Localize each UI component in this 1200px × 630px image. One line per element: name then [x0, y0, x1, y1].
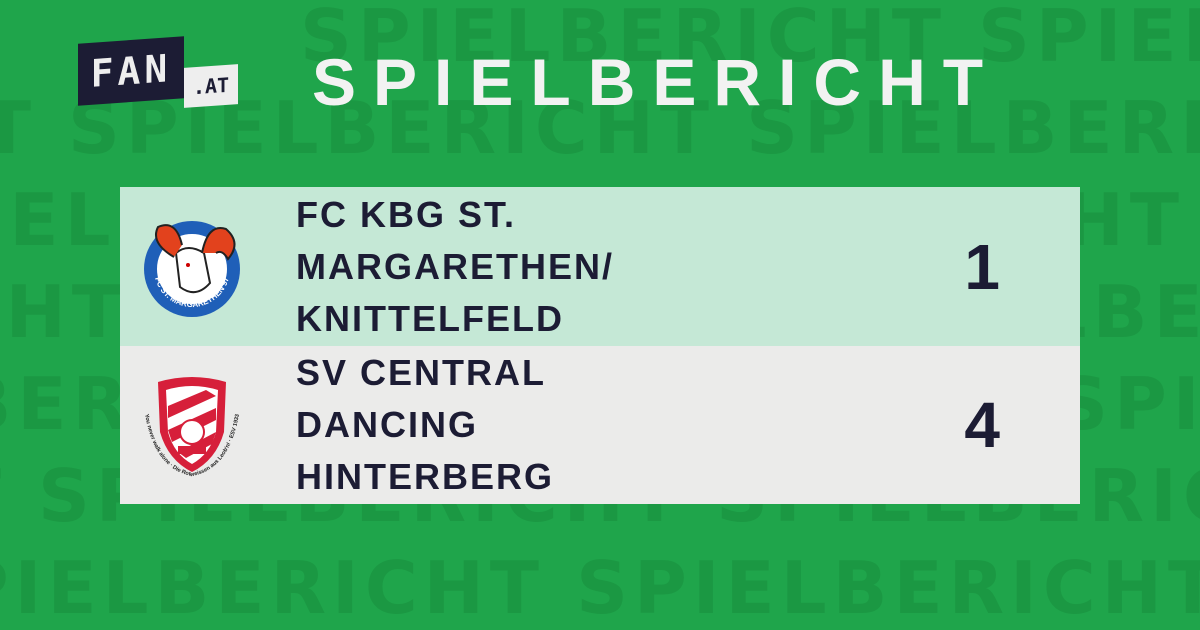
team-name-line: FC KBG ST. [296, 193, 517, 235]
watermark-line: SPIELBERICHT SPIELBERICHT SPIELBERICHT [0, 546, 1200, 630]
watermark-line: SPIELBERICHT SPIELBERICHT SPIELBERICHT [300, 0, 1200, 78]
logo-fan: FAN [78, 36, 184, 106]
away-score: 4 [964, 389, 1000, 461]
home-team-crest-icon: FC ST. MARGARETHEN 97 [144, 221, 240, 317]
scoreboard: FC ST. MARGARETHEN 97 FC KBG ST. MARGARE… [120, 187, 1080, 504]
home-team-name: FC KBG ST. MARGARETHEN/ KNITTELFELD [296, 189, 614, 345]
team-name-line: HINTERBERG [296, 456, 555, 497]
team-name-line: KNITTELFELD [296, 297, 564, 339]
logo-at: .AT [184, 64, 238, 108]
away-team-crest-icon: You never walk alone · Die Rotweissen au… [143, 377, 241, 478]
team-name-line: MARGARETHEN/ [296, 245, 614, 287]
home-score: 1 [964, 230, 1000, 303]
away-team-name: SV CENTRAL DANCING HINTERBERG [296, 347, 554, 503]
team-name-line: DANCING [296, 404, 478, 445]
page-title: SPIELBERICHT [312, 45, 1001, 119]
fan-at-logo: FAN .AT [78, 36, 238, 118]
home-team-row: FC ST. MARGARETHEN 97 FC KBG ST. MARGARE… [120, 187, 1080, 346]
away-team-row: You never walk alone · Die Rotweissen au… [120, 346, 1080, 504]
team-name-line: SV CENTRAL [296, 352, 547, 393]
